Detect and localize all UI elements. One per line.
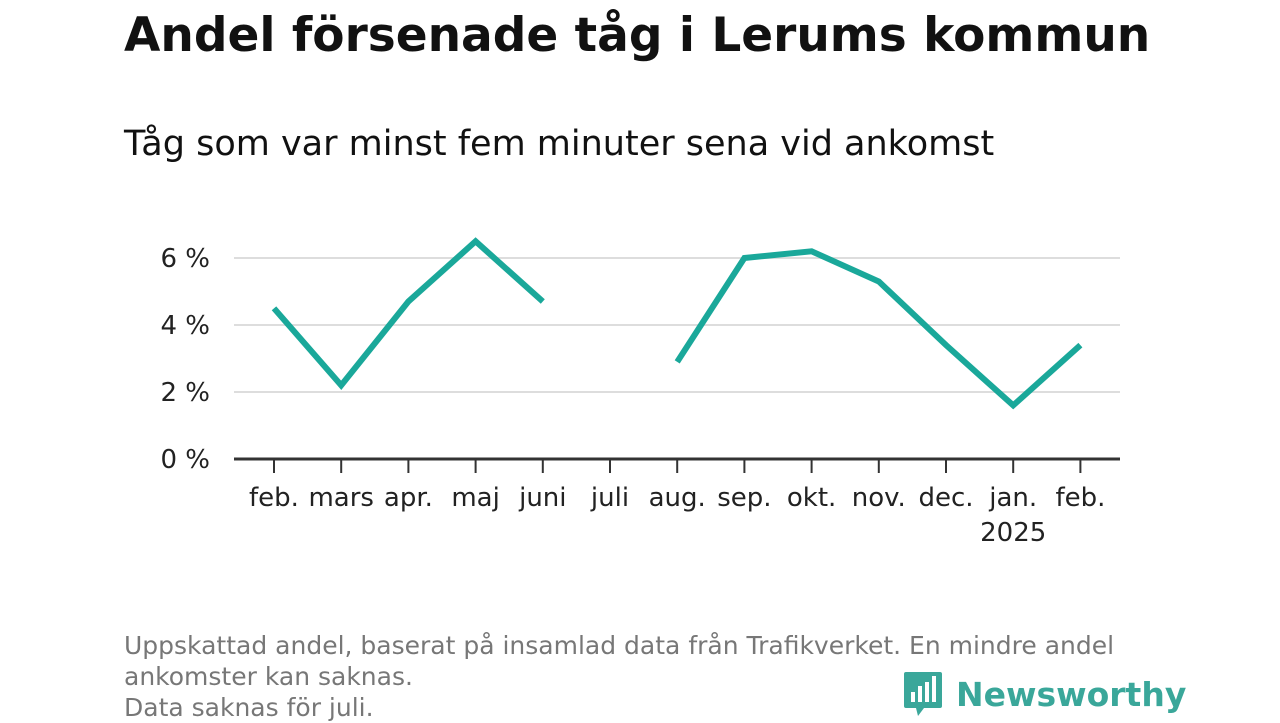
y-tick-label: 0 % [160, 445, 210, 475]
grid-lines [234, 257, 1120, 393]
chart-subtitle: Tåg som var minst fem minuter sena vid a… [124, 124, 995, 164]
y-tick-label: 2 % [160, 378, 210, 408]
brand-name: Newsworthy [956, 674, 1187, 714]
chart-title: Andel försenade tåg i Lerums kommun [124, 8, 1151, 63]
series-line [674, 248, 1083, 410]
footnote-line-2: ankomster kan saknas. [124, 662, 413, 691]
x-tick-label: maj [451, 483, 499, 513]
x-tick-label: sep. [717, 483, 771, 513]
x-tick-label: okt. [787, 483, 836, 513]
series-line [271, 237, 545, 390]
newsworthy-logo-icon [904, 672, 942, 716]
x-tick-label: mars [308, 483, 374, 513]
series-lines [271, 237, 1083, 410]
x-tick-label: feb. [1055, 483, 1105, 513]
x-tick-label: aug. [649, 483, 706, 513]
y-axis-ticks: 0 % 2 % 4 % 6 % [160, 244, 210, 475]
x-tick-label: nov. [852, 483, 906, 513]
footnote-line-1: Uppskattad andel, baserat på insamlad da… [124, 631, 1115, 660]
x-tick-label: apr. [384, 483, 433, 513]
y-tick-label: 4 % [160, 311, 210, 341]
x-tick-label: feb. [249, 483, 299, 513]
footnote: Uppskattad andel, baserat på insamlad da… [124, 630, 1174, 723]
brand-logo: Newsworthy [902, 670, 1186, 718]
x-axis: feb. mars apr. maj juni juli aug. sep. okt. nov. d… [234, 457, 1120, 548]
x-tick-label: juni [518, 483, 566, 513]
x-tick-label: jan. [988, 483, 1037, 513]
x-tick-label: dec. [918, 483, 973, 513]
x-tick-label: juli [590, 483, 629, 513]
y-tick-label: 6 % [160, 244, 210, 274]
footnote-line-3: Data saknas för juli. [124, 693, 374, 722]
x-tick-sublabel: 2025 [980, 518, 1046, 548]
